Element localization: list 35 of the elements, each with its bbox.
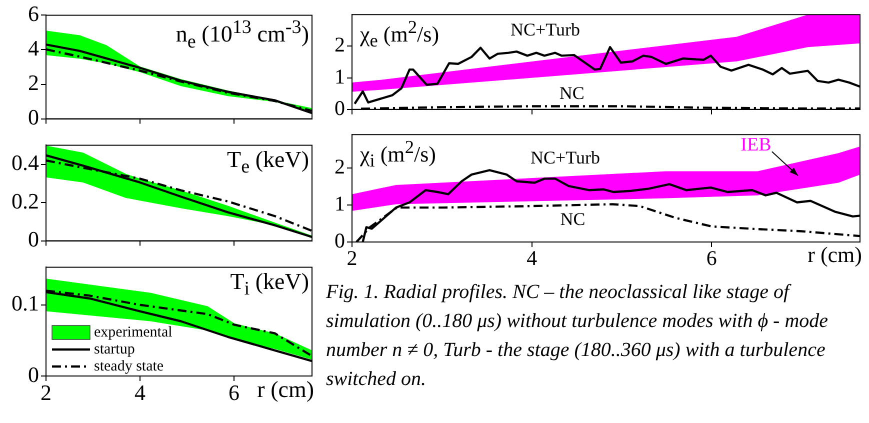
annotation: NC [559, 82, 584, 103]
y-tick-label: 4 [28, 36, 39, 61]
y-tick-label: 1 [334, 191, 345, 216]
x-tick-label: 4 [526, 246, 538, 270]
y-tick-label: 2 [28, 70, 39, 96]
annotation: NC [560, 208, 586, 229]
annotation: NC+Turb [530, 147, 600, 168]
y-tick-label: 0 [28, 104, 39, 130]
chart-title: χ$_{e}$ (m$^{2}$/s) [360, 16, 440, 50]
y-tick-label: 0 [334, 228, 345, 253]
y-tick-label: 0.2 [12, 188, 39, 214]
y-tick-label: 0 [28, 226, 39, 252]
y-tick-label: 0.1 [12, 290, 39, 316]
chart-title: T$_{i}$ (keV) [230, 269, 309, 300]
y-tick-label: 1 [334, 64, 345, 88]
y-tick-label: 2 [334, 32, 345, 57]
y-tick-label: 0 [28, 362, 39, 387]
x-axis-title: r (cm) [257, 377, 314, 402]
legend-label: steady state [94, 358, 164, 374]
x-tick-label: 6 [228, 380, 240, 405]
caption: Fig. 1. Radial profiles. NC – the neoclassical like stage of simulation (0..180 μs) without turbulence modes with ϕ - mode number n ≠ 0, Turb - the stage (180..360 μs) with a turbulence switched on. [326, 280, 830, 392]
annotation: NC+Turb [510, 20, 580, 40]
y-tick-label: 2 [334, 154, 345, 178]
y-tick-label: 0 [334, 96, 345, 120]
annotation: IEB [740, 134, 772, 156]
legend-label: experimental [94, 324, 172, 340]
y-tick-label: 0.4 [12, 150, 39, 176]
x-tick-label: 4 [134, 380, 146, 405]
chart-title: χ$_{i}$ (m$^{2}$/s) [360, 136, 436, 170]
x-tick-label: 6 [706, 246, 717, 270]
chart-title: T$_{e}$ (keV) [227, 147, 309, 178]
x-axis-title: r (cm) [808, 242, 862, 267]
y-tick-label: 6 [28, 0, 39, 26]
chart-title: n$_{e}$ (10$^{13}$ cm$^{-3}$) [176, 17, 309, 53]
legend-label: startup [94, 341, 135, 358]
